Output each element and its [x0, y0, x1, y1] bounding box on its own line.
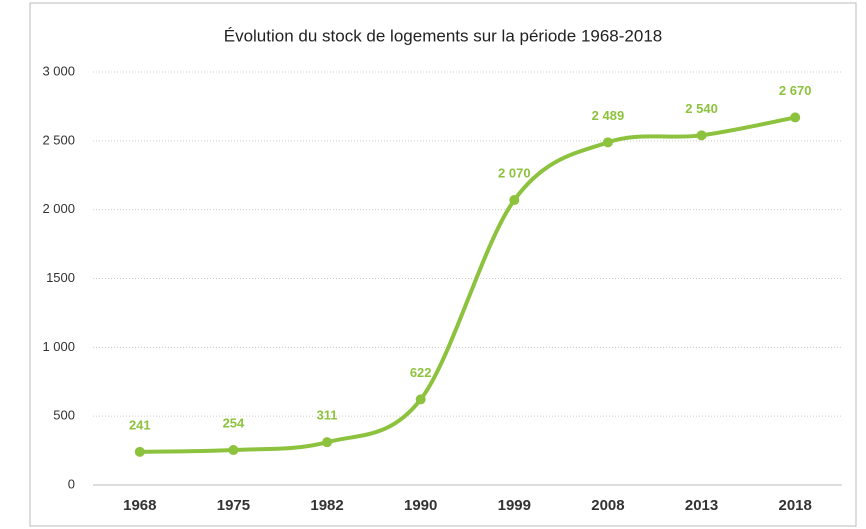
line: [137, 115, 798, 454]
x-tick-label: 2008: [591, 497, 624, 514]
x-tick-label: 1990: [404, 497, 437, 514]
point: [790, 112, 801, 123]
data-label: 2 540: [685, 101, 718, 116]
point: [322, 437, 333, 448]
chart-title: Évolution du stock de logements sur la p…: [224, 26, 663, 45]
y-tick-label: 3 000: [42, 63, 75, 78]
data-label: 254: [223, 415, 245, 430]
data-label: 311: [317, 408, 338, 423]
data-label: 241: [129, 417, 151, 432]
y-tick-label: 2 500: [42, 132, 75, 147]
y-tick-label: 500: [53, 408, 75, 423]
point: [602, 137, 613, 148]
x-tick-label: 1968: [123, 497, 156, 514]
data-label: 622: [410, 365, 432, 380]
point: [228, 445, 239, 456]
x-tick-label: 2018: [779, 497, 812, 514]
data-label: 2 489: [592, 108, 625, 123]
data-label: 2 070: [498, 165, 531, 180]
x-tick-label: 1975: [217, 497, 250, 514]
point: [415, 394, 426, 405]
y-tick-label: 0: [68, 476, 75, 491]
point: [134, 446, 145, 457]
y-tick-label: 2 000: [42, 201, 75, 216]
x-tick-label: 2013: [685, 497, 718, 514]
point: [509, 195, 520, 206]
chart-frame: [29, 2, 857, 527]
data-label: 2 670: [779, 83, 812, 98]
y-tick-label: 1 000: [42, 339, 75, 354]
x-tick-label: 1999: [498, 497, 531, 514]
point: [696, 130, 707, 141]
x-tick-label: 1982: [310, 497, 343, 514]
y-tick-label: 1500: [46, 270, 75, 285]
